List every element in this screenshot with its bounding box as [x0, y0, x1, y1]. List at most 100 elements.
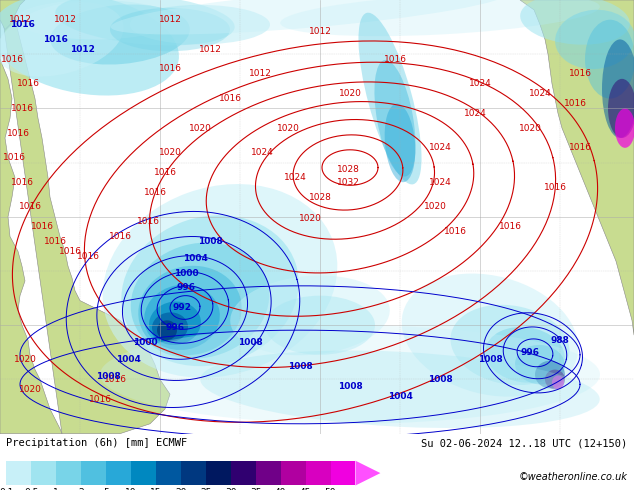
Text: 1016: 1016 [108, 232, 131, 241]
Text: 1024: 1024 [463, 109, 486, 118]
Text: 1024: 1024 [429, 178, 451, 187]
Text: 10: 10 [126, 489, 137, 490]
Text: 1012: 1012 [70, 45, 94, 54]
Bar [156, 461, 181, 486]
Polygon shape [520, 0, 634, 335]
Ellipse shape [200, 350, 600, 428]
Text: 1008: 1008 [288, 362, 313, 371]
Ellipse shape [152, 313, 188, 342]
Bar [6, 461, 31, 486]
Ellipse shape [110, 8, 230, 51]
Ellipse shape [15, 0, 175, 39]
Text: 1016: 1016 [42, 35, 67, 44]
Ellipse shape [130, 5, 270, 45]
Text: 1016: 1016 [569, 70, 592, 78]
Text: 996: 996 [176, 283, 195, 293]
Polygon shape [0, 0, 170, 434]
Ellipse shape [138, 266, 242, 355]
Bar [231, 461, 256, 486]
Text: 1008: 1008 [198, 237, 223, 246]
Ellipse shape [585, 20, 634, 98]
Text: Su 02-06-2024 12..18 UTC (12+150): Su 02-06-2024 12..18 UTC (12+150) [422, 438, 628, 448]
Text: 1016: 1016 [564, 99, 586, 108]
Text: Precipitation (6h) [mm] ECMWF: Precipitation (6h) [mm] ECMWF [6, 438, 188, 448]
Bar [181, 461, 206, 486]
Polygon shape [356, 461, 380, 486]
Ellipse shape [157, 320, 177, 340]
Text: 996: 996 [165, 323, 184, 332]
Text: 996: 996 [521, 348, 540, 357]
Text: 1004: 1004 [115, 355, 141, 364]
Ellipse shape [485, 327, 565, 383]
Text: 1016: 1016 [153, 168, 176, 177]
Ellipse shape [451, 305, 569, 385]
Text: 988: 988 [550, 336, 569, 344]
Text: 0.5: 0.5 [24, 489, 39, 490]
Text: 1016: 1016 [136, 217, 160, 226]
Text: 1016: 1016 [58, 247, 82, 256]
Text: 1016: 1016 [1, 54, 23, 64]
Text: 30: 30 [225, 489, 236, 490]
Text: 1012: 1012 [249, 70, 271, 78]
Text: 1016: 1016 [11, 178, 34, 187]
Text: 1028: 1028 [337, 165, 359, 174]
Text: 40: 40 [275, 489, 287, 490]
Text: 1008: 1008 [96, 372, 120, 381]
Ellipse shape [402, 273, 578, 396]
Text: 1020: 1020 [339, 89, 361, 98]
Text: 1016: 1016 [16, 79, 39, 88]
Ellipse shape [149, 301, 201, 345]
Ellipse shape [111, 0, 509, 34]
Text: 25: 25 [200, 489, 212, 490]
Text: 1016: 1016 [569, 144, 592, 152]
Ellipse shape [555, 10, 634, 69]
Text: 1032: 1032 [337, 178, 359, 187]
Ellipse shape [545, 369, 565, 389]
Ellipse shape [602, 39, 634, 138]
Text: 1000: 1000 [174, 270, 198, 278]
Text: 1028: 1028 [309, 193, 332, 201]
Text: 1020: 1020 [424, 202, 446, 212]
Text: 1016: 1016 [3, 153, 25, 162]
Text: 1016: 1016 [158, 65, 181, 74]
Text: 50: 50 [325, 489, 336, 490]
Text: 1020: 1020 [519, 123, 541, 133]
Text: 1012: 1012 [158, 15, 181, 24]
Bar [131, 461, 156, 486]
Text: 1020: 1020 [299, 214, 321, 223]
Text: 1012: 1012 [309, 27, 332, 36]
Ellipse shape [50, 4, 190, 65]
Ellipse shape [265, 295, 375, 355]
Text: 1016: 1016 [143, 188, 167, 196]
Text: 1016: 1016 [77, 252, 100, 261]
Text: 35: 35 [250, 489, 261, 490]
Text: 1016: 1016 [444, 227, 467, 236]
Text: 1004: 1004 [387, 392, 413, 401]
Bar [281, 461, 306, 486]
Text: 1004: 1004 [183, 254, 207, 263]
Text: 1012: 1012 [53, 15, 77, 24]
Text: 1016: 1016 [543, 183, 567, 192]
Ellipse shape [375, 60, 415, 176]
Bar [206, 461, 231, 486]
Text: 20: 20 [175, 489, 186, 490]
Text: 1016: 1016 [498, 222, 522, 231]
Ellipse shape [535, 361, 565, 388]
Text: 1016: 1016 [219, 94, 242, 103]
Text: 1020: 1020 [158, 148, 181, 157]
Text: 1020: 1020 [188, 123, 211, 133]
Text: 1020: 1020 [13, 355, 36, 364]
Text: 2: 2 [79, 489, 84, 490]
Text: 1016: 1016 [11, 104, 34, 113]
Text: 1016: 1016 [30, 222, 53, 231]
Text: 1: 1 [53, 489, 59, 490]
Text: 5: 5 [103, 489, 109, 490]
Ellipse shape [520, 0, 630, 45]
Text: 45: 45 [300, 489, 311, 490]
Polygon shape [0, 0, 25, 29]
Text: 1024: 1024 [429, 144, 451, 152]
Ellipse shape [131, 243, 269, 359]
Text: 1024: 1024 [529, 89, 552, 98]
Text: 1012: 1012 [9, 15, 32, 24]
Text: 1000: 1000 [133, 339, 157, 347]
